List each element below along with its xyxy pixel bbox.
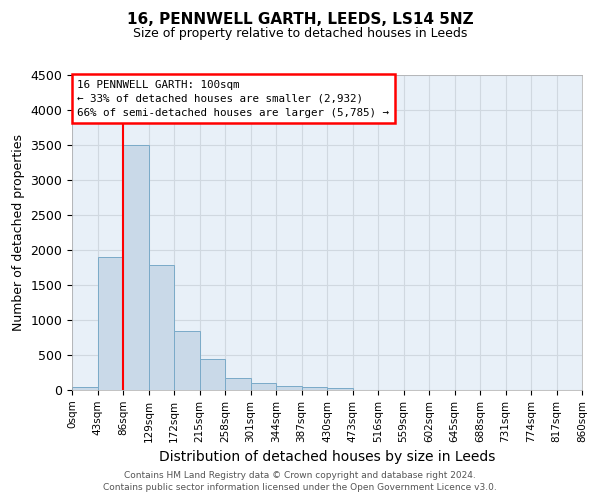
Bar	[327, 388, 353, 390]
Text: Contains HM Land Registry data © Crown copyright and database right 2024.: Contains HM Land Registry data © Crown c…	[124, 471, 476, 480]
Bar	[199, 358, 225, 390]
Text: Contains public sector information licensed under the Open Government Licence v3: Contains public sector information licen…	[103, 484, 497, 492]
Bar	[225, 378, 251, 390]
Bar	[72, 387, 97, 390]
Bar	[276, 386, 302, 390]
Text: 16 PENNWELL GARTH: 100sqm
← 33% of detached houses are smaller (2,932)
66% of se: 16 PENNWELL GARTH: 100sqm ← 33% of detac…	[77, 80, 389, 118]
Bar	[149, 266, 174, 390]
Bar	[123, 145, 149, 390]
Y-axis label: Number of detached properties: Number of detached properties	[12, 134, 25, 331]
Bar	[251, 383, 276, 390]
Bar	[97, 257, 123, 390]
Text: Size of property relative to detached houses in Leeds: Size of property relative to detached ho…	[133, 28, 467, 40]
X-axis label: Distribution of detached houses by size in Leeds: Distribution of detached houses by size …	[159, 450, 495, 464]
Bar	[302, 387, 327, 390]
Text: 16, PENNWELL GARTH, LEEDS, LS14 5NZ: 16, PENNWELL GARTH, LEEDS, LS14 5NZ	[127, 12, 473, 28]
Bar	[174, 330, 199, 390]
